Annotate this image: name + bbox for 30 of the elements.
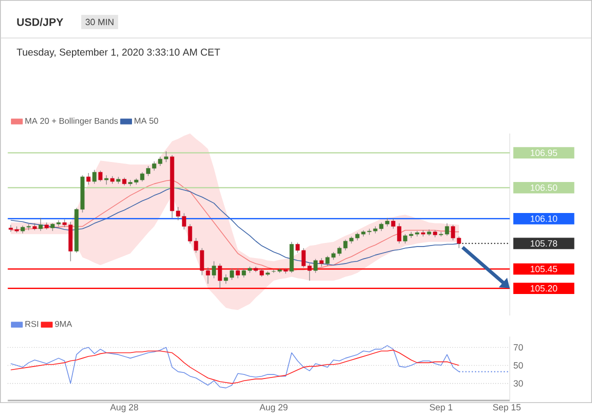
candlestick xyxy=(313,258,318,274)
candlestick xyxy=(319,258,324,268)
y-tick-label: 30 xyxy=(514,380,523,387)
y-tick-label: 105.78 xyxy=(530,240,558,247)
legend-label: MA 20 + Bollinger Bands xyxy=(25,118,118,126)
legend-label: 9MA xyxy=(55,321,72,328)
candlestick xyxy=(38,218,43,232)
legend-label: MA 50 xyxy=(134,118,158,124)
candlestick xyxy=(236,268,240,279)
y-tick-label: 105.45 xyxy=(530,266,558,272)
y-tick-label: 106.10 xyxy=(530,216,558,222)
candlestick xyxy=(92,170,96,184)
chart-subtitle: 30 MIN xyxy=(86,19,114,26)
x-tick-label: Aug 28 xyxy=(110,404,138,412)
text: Tuesday, September 1, 2020 3:33:10 AM CET xyxy=(16,48,220,58)
candlestick xyxy=(86,172,91,186)
legend-label: RSI xyxy=(25,321,38,328)
x-tick-label: Sep 15 xyxy=(492,404,521,412)
candlestick xyxy=(218,264,222,289)
x-tick-label: Aug 29 xyxy=(260,404,288,412)
chart-title: USD/JPY xyxy=(17,18,64,26)
y-tick-label: 50 xyxy=(514,362,523,369)
x-tick-label: Sep 1 xyxy=(430,404,452,412)
y-tick-label: 70 xyxy=(514,344,523,351)
candlestick xyxy=(104,175,108,186)
candlestick xyxy=(98,170,102,182)
candlestick xyxy=(212,261,216,279)
y-tick-label: 105.20 xyxy=(530,285,558,292)
y-tick-label: 106.50 xyxy=(530,184,558,192)
y-tick-label: 106.95 xyxy=(530,150,558,156)
